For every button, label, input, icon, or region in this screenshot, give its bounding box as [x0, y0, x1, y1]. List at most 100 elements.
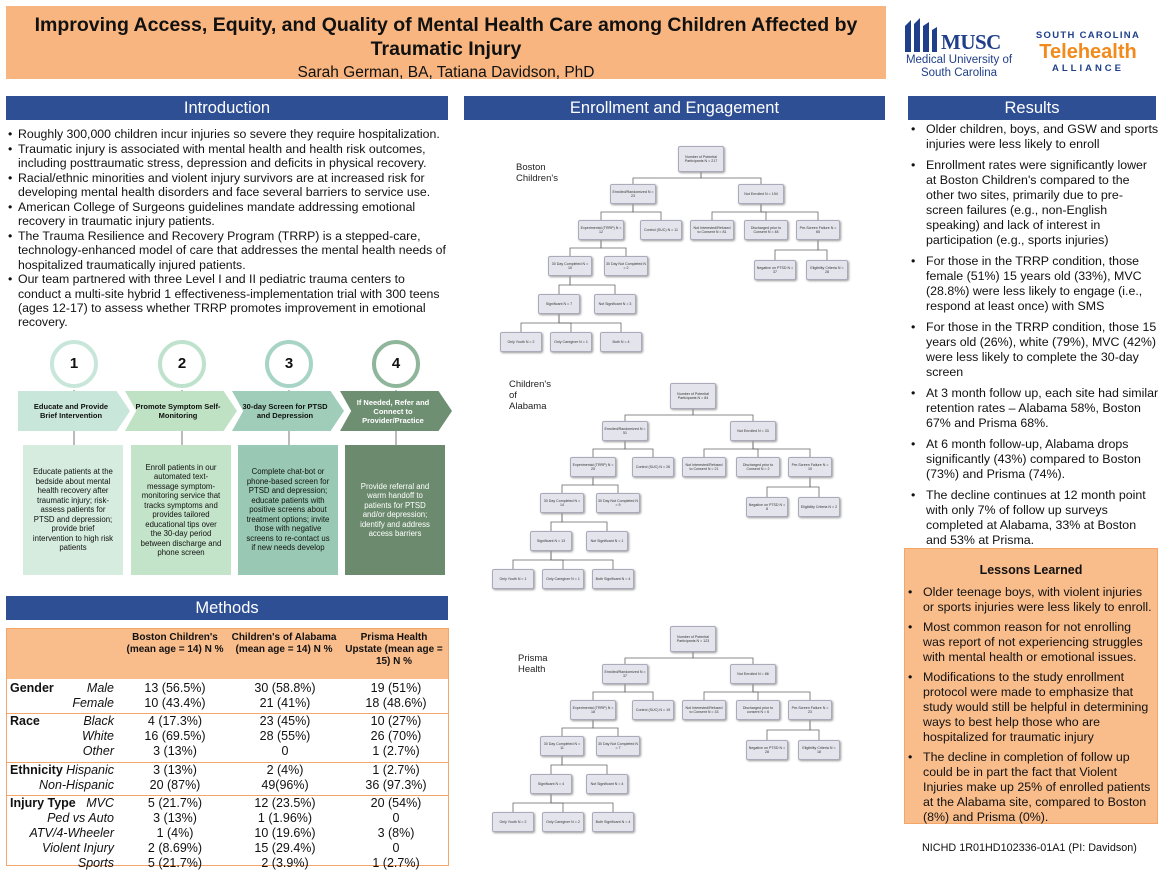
table-cell: 21 (41%): [259, 696, 311, 711]
tree-edge: [592, 684, 626, 700]
table-group-separator: [7, 794, 448, 796]
tree-edge: [561, 756, 608, 774]
tree-node-prescreen: Pre-Screen Failure N = 23: [788, 700, 832, 720]
intro-bullet: Racial/ethnic minorities and violent inj…: [8, 171, 450, 200]
table-cell: 13 (56.5%): [144, 681, 206, 695]
results-bullet: The decline continues at 12 month point …: [908, 488, 1160, 548]
authors: Sarah German, BA, Tatiana Davidson, PhD: [297, 64, 595, 81]
intro-bullet: The Trauma Resilience and Recovery Progr…: [8, 229, 450, 272]
tree-node-discharged: Discharged prior to consent N = 6: [736, 700, 780, 720]
table-row-label: ATV/4-Wheeler: [29, 825, 114, 840]
table-row-label: Hispanic: [66, 762, 114, 777]
table-row-label: MVC: [86, 795, 114, 810]
step-number-3: 3: [265, 340, 313, 388]
tree-node-not-int: Not Interested/Refused to Consent N = 33: [682, 700, 726, 720]
tree-edge: [561, 720, 594, 736]
tree-edge: [592, 477, 619, 493]
sct-top-text: SOUTH CAROLINA: [1035, 30, 1141, 41]
table-cell: 3 (13%): [153, 744, 197, 759]
tree-edge: [558, 314, 622, 332]
table-cell: 1 (2.7%): [372, 744, 420, 759]
table-cell: 0: [392, 841, 400, 855]
table-row-label: Violent Injury: [41, 841, 114, 855]
introduction-header: Introduction: [6, 96, 448, 120]
table-cell: 1 (1.96%): [257, 810, 313, 825]
table-cell: 30 (58.8%): [254, 681, 316, 695]
table-row-label: Sports: [77, 856, 114, 871]
tree-node-nsig: Not Significant N = 3: [594, 294, 636, 314]
tree-node-care: Only Caregiver N = 2: [542, 812, 584, 832]
tree-node-not-int: Not Interested/Refused to Consent N = 81: [690, 220, 734, 240]
step-2-description: Enroll patients in our automated text-me…: [131, 445, 231, 575]
tree-node-both: Both Significant N = 4: [592, 569, 634, 589]
col-header-boston: Boston Children's (mean age = 14) N %: [126, 632, 224, 655]
demographics-table: Boston Children's (mean age = 14) N % Ch…: [6, 628, 449, 870]
tree-edge: [700, 172, 762, 184]
results-bullet: Enrollment rates were significantly lowe…: [908, 158, 1160, 248]
tree-node-root: Number of Potential Participants N = 123: [670, 626, 716, 652]
tree-node-prescreen: Pre-Screen Failure N = 65: [796, 220, 840, 240]
tree-node-neg: Negative on PTSD N = 28: [746, 740, 788, 760]
table-cell: 2 (3.9%): [261, 856, 309, 871]
table-cell: 10 (43.4%): [144, 696, 206, 711]
table-header-band: [7, 629, 448, 679]
step-3-title: 30-day Screen for PTSD and Depression: [232, 391, 344, 431]
lessons-bullet: The decline in completion of follow up c…: [905, 750, 1155, 825]
tree-node-not-enrolled: Not Enrolled N = 194: [738, 184, 784, 204]
table-cell: 20 (87%): [149, 777, 201, 792]
tree-node-both: Both Significant N = 4: [592, 812, 634, 832]
sct-main-text: Telehealth: [1039, 41, 1137, 63]
tree-edge: [624, 652, 694, 664]
tree-edge: [703, 684, 754, 700]
tree-edge: [624, 684, 654, 700]
table-group-separator: [7, 761, 448, 763]
tree-edge: [550, 756, 563, 774]
tree-node-d30c: 30 Day Completed N = 11: [540, 736, 584, 756]
tree-node-nsig: Not Significant N = 4: [586, 774, 628, 794]
table-cell: 1 (2.7%): [372, 856, 420, 871]
tree-node-elig: Eligibility Criteria N = 2: [798, 497, 840, 517]
tree-edge: [752, 441, 811, 457]
lessons-bullet: Most common reason for not enrolling was…: [905, 620, 1155, 665]
tree-edge: [809, 477, 820, 497]
table-cell: 12 (23.5%): [254, 795, 316, 810]
tree-node-root: Number of Potential Participants N = 84: [670, 383, 716, 409]
tree-node-discharged: Discharged prior to Consent N = 2: [736, 457, 780, 477]
table-cell: 5 (21.7%): [147, 856, 203, 871]
poster-title: Improving Access, Equity, and Quality of…: [34, 14, 858, 60]
tree-node-discharged: Discharged prior to Consent N = 48: [744, 220, 788, 240]
tree-edge: [561, 513, 608, 531]
tree-node-ctrl: Control (SUC) N = 11: [640, 220, 682, 240]
tree-node-sig: Significant N = 4: [530, 774, 572, 794]
table-cell: 10 (19.6%): [254, 825, 316, 840]
tree-node-enrolled: Enrolled/Randomized N = 23: [610, 184, 656, 204]
tree-node-not-enrolled: Not Enrolled N = 33: [730, 421, 776, 441]
tree-node-sig: Significant N = 7: [538, 294, 580, 314]
step-1-title: Educate and Provide Brief Intervention: [18, 391, 130, 431]
results-bullet: For those in the TRRP condition, those f…: [908, 254, 1160, 314]
step-3-description: Complete chat-bot or phone-based screen …: [238, 445, 338, 575]
table-cell: 16 (69.5%): [144, 729, 206, 744]
table-group-separator: [7, 713, 448, 715]
table-cell: 28 (55%): [259, 729, 311, 744]
table-cell: 18 (48.6%): [365, 696, 427, 711]
tree-node-d30n: 30 Day Not Completed N = 9: [596, 493, 640, 513]
lessons-title: Lessons Learned: [979, 563, 1083, 577]
tree-node-ctrl: Control (SUC) N = 26: [632, 457, 674, 477]
tree-node-exp: Experimental (TRRP) N = 12: [578, 220, 624, 240]
lessons-bullet: Modifications to the study enrollment pr…: [905, 670, 1155, 745]
tree-node-care: Only Caregiver N = 1: [550, 332, 592, 352]
introduction-list: Roughly 300,000 children incur injuries …: [8, 127, 450, 330]
table-cell: 2 (8.69%): [147, 841, 203, 855]
tree-node-ctrl: Control (SUC) N = 19: [632, 700, 674, 720]
intro-bullet: Our team partnered with three Level I an…: [8, 272, 450, 329]
tree-edge: [766, 720, 811, 740]
tree-edge: [817, 240, 828, 260]
results-bullet: At 6 month follow-up, Alabama drops sign…: [908, 437, 1160, 482]
table-group-label: Ethnicity: [10, 762, 63, 777]
table-row-label: Female: [72, 696, 114, 711]
tree-node-prescreen: Pre-Screen Failure N = 10: [788, 457, 832, 477]
table-row-label: Ped vs Auto: [47, 810, 114, 825]
methods-header: Methods: [6, 596, 448, 620]
